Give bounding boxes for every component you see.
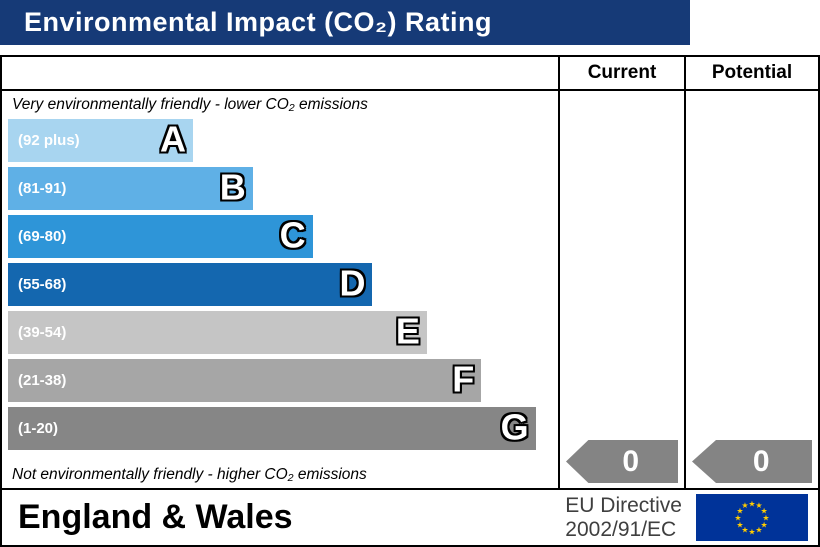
- band-letter: A: [159, 118, 186, 160]
- svg-text:★: ★: [755, 525, 762, 534]
- current-rating-value: 0: [622, 444, 640, 478]
- band-range: (92 plus): [18, 132, 80, 149]
- band-bar-c: (69-80) C: [8, 215, 313, 258]
- band-range: (81-91): [18, 180, 67, 197]
- svg-text:★: ★: [748, 527, 755, 536]
- eu-directive-label: EU Directive 2002/91/EC: [565, 494, 682, 541]
- region-label: England & Wales: [18, 498, 293, 536]
- band-chart: Very environmentally friendly - lower CO…: [2, 91, 558, 488]
- eu-flag-icon: ★ ★ ★ ★ ★ ★ ★ ★ ★ ★ ★ ★: [696, 494, 808, 541]
- svg-text:★: ★: [736, 520, 743, 529]
- band-letter: D: [339, 262, 366, 304]
- eu-directive-line1: EU Directive: [565, 493, 682, 517]
- potential-column-header: Potential: [684, 57, 818, 89]
- band-letter: B: [219, 166, 246, 208]
- svg-text:★: ★: [755, 501, 762, 510]
- current-column-header: Current: [558, 57, 684, 89]
- band-range: (55-68): [18, 276, 67, 293]
- eu-directive-line2: 2002/91/EC: [565, 517, 677, 541]
- svg-text:★: ★: [741, 501, 748, 510]
- band-bars: (92 plus) A (81-91) B (69-80) C (55-68) …: [8, 119, 552, 450]
- band-bar-e: (39-54) E: [8, 311, 427, 354]
- band-bar-a: (92 plus) A: [8, 119, 193, 162]
- band-bar-b: (81-91) B: [8, 167, 253, 210]
- band-bar-g: (1-20) G: [8, 407, 536, 450]
- chart-title: Environmental Impact (CO₂) Rating: [24, 7, 493, 37]
- band-bar-f: (21-38) F: [8, 358, 482, 402]
- svg-text:★: ★: [748, 499, 755, 508]
- svg-text:★: ★: [741, 525, 748, 534]
- rating-table: Current Potential Very environmentally f…: [0, 55, 820, 547]
- band-letter: C: [279, 214, 306, 256]
- potential-column: 0: [684, 91, 818, 488]
- svg-text:★: ★: [734, 513, 741, 522]
- band-bar-d: (55-68) D: [8, 262, 373, 306]
- band-letter: E: [395, 310, 420, 352]
- band-range: (1-20): [18, 420, 59, 437]
- chart-header-spacer: [2, 57, 558, 89]
- bottom-caption: Not environmentally friendly - higher CO…: [12, 466, 367, 483]
- potential-rating-value: 0: [752, 444, 770, 478]
- chart-title-bar: Environmental Impact (CO₂) Rating: [0, 0, 690, 45]
- band-letter: F: [452, 358, 475, 400]
- svg-text:★: ★: [761, 506, 768, 515]
- svg-text:★: ★: [736, 506, 743, 515]
- band-range: (69-80): [18, 228, 67, 245]
- band-range: (21-38): [18, 372, 67, 389]
- current-rating-arrow: 0: [566, 440, 678, 483]
- top-caption: Very environmentally friendly - lower CO…: [12, 96, 368, 113]
- svg-text:★: ★: [762, 513, 769, 522]
- eu-flag-svg: ★ ★ ★ ★ ★ ★ ★ ★ ★ ★ ★ ★: [696, 494, 808, 541]
- svg-text:★: ★: [761, 520, 768, 529]
- potential-rating-arrow: 0: [692, 440, 812, 483]
- table-body-row: Very environmentally friendly - lower CO…: [2, 91, 818, 488]
- band-letter: G: [500, 406, 529, 448]
- band-range: (39-54): [18, 324, 67, 341]
- table-header-row: Current Potential: [2, 57, 818, 91]
- table-footer-row: England & Wales EU Directive 2002/91/EC …: [2, 488, 818, 545]
- current-column: 0: [558, 91, 684, 488]
